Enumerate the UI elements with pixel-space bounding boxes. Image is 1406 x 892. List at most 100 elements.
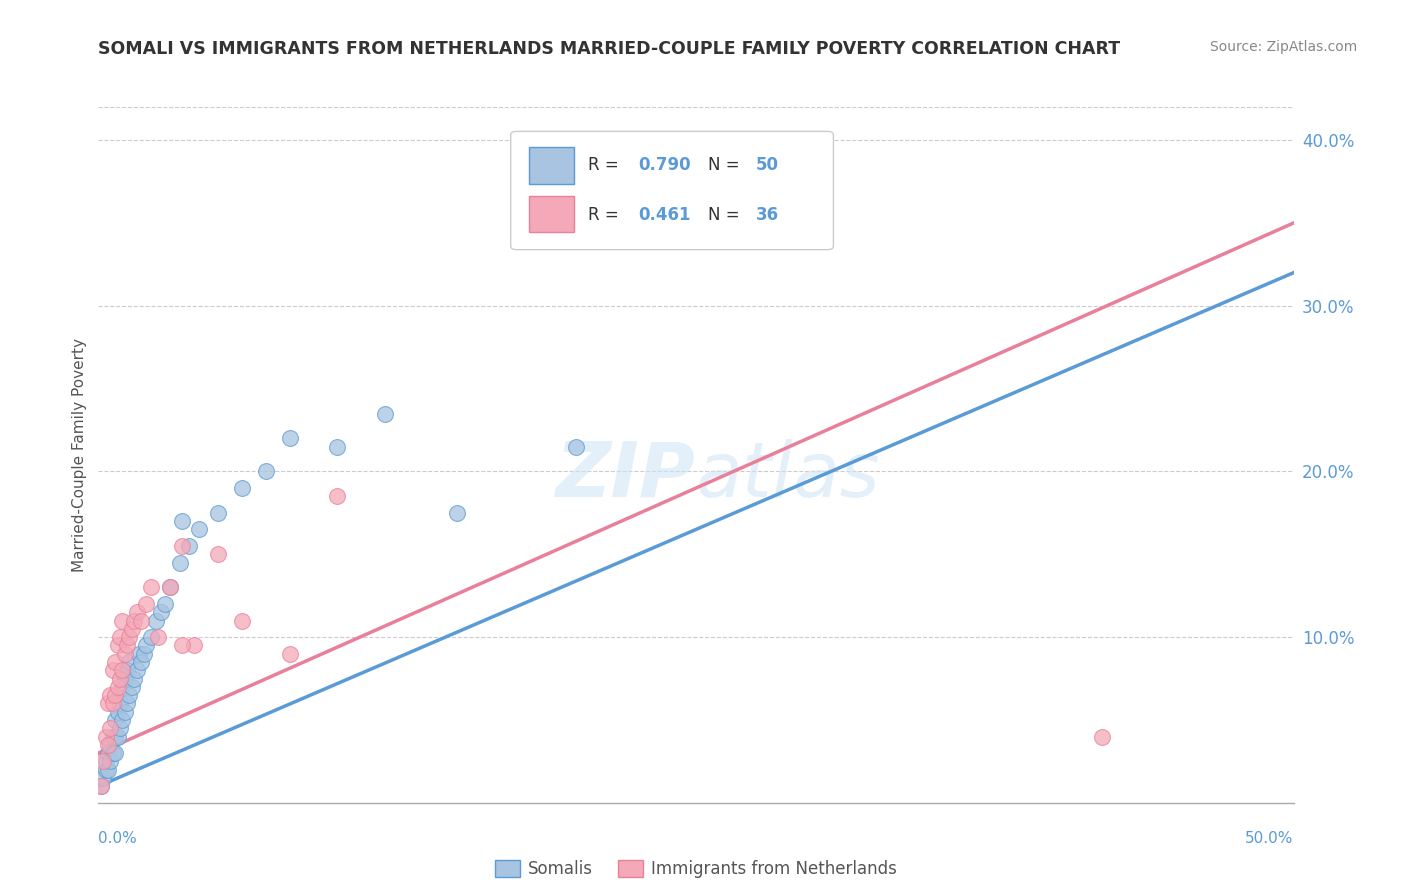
Point xyxy=(108,721,131,735)
Point xyxy=(111,663,134,677)
Point xyxy=(91,755,114,769)
FancyBboxPatch shape xyxy=(529,147,574,184)
Text: atlas: atlas xyxy=(696,439,880,513)
Point xyxy=(121,680,143,694)
Point xyxy=(107,730,129,744)
Point xyxy=(115,697,138,711)
Point xyxy=(108,672,131,686)
Point xyxy=(135,639,157,653)
FancyBboxPatch shape xyxy=(529,196,574,232)
Text: 50: 50 xyxy=(756,156,779,174)
Text: N =: N = xyxy=(709,156,745,174)
Text: 0.0%: 0.0% xyxy=(98,831,138,846)
Point xyxy=(107,639,129,653)
Point xyxy=(115,639,138,653)
Text: R =: R = xyxy=(588,206,624,224)
Text: 0.790: 0.790 xyxy=(638,156,692,174)
Point xyxy=(111,614,134,628)
Point xyxy=(121,622,143,636)
Point xyxy=(98,755,122,769)
Point xyxy=(187,523,209,537)
Point xyxy=(128,647,150,661)
Point xyxy=(108,630,131,644)
Point xyxy=(254,465,277,479)
Point xyxy=(94,730,117,744)
Point xyxy=(131,655,153,669)
Point xyxy=(804,233,827,247)
Text: SOMALI VS IMMIGRANTS FROM NETHERLANDS MARRIED-COUPLE FAMILY POVERTY CORRELATION : SOMALI VS IMMIGRANTS FROM NETHERLANDS MA… xyxy=(98,40,1121,58)
Point xyxy=(124,672,146,686)
Text: R =: R = xyxy=(588,156,624,174)
Point xyxy=(326,440,349,454)
Point xyxy=(125,605,148,619)
Text: 36: 36 xyxy=(756,206,779,224)
Point xyxy=(115,663,138,677)
Point xyxy=(101,663,124,677)
Point xyxy=(565,440,588,454)
Point xyxy=(118,630,141,644)
Point xyxy=(231,614,253,628)
Point xyxy=(159,581,181,595)
Point xyxy=(97,697,120,711)
Text: 0.461: 0.461 xyxy=(638,206,692,224)
Point xyxy=(107,705,129,719)
Point xyxy=(97,746,120,760)
Point xyxy=(90,779,112,793)
Point xyxy=(1091,730,1114,744)
Point xyxy=(207,506,229,520)
Point xyxy=(172,639,194,653)
Point xyxy=(104,688,127,702)
Point xyxy=(374,407,396,421)
Point xyxy=(118,688,141,702)
Point xyxy=(149,605,172,619)
Point xyxy=(118,655,141,669)
Point xyxy=(207,547,229,561)
Point xyxy=(104,730,127,744)
Point xyxy=(98,738,122,752)
Point xyxy=(107,680,129,694)
Point xyxy=(114,672,136,686)
Text: ZIP: ZIP xyxy=(557,439,696,513)
Point xyxy=(326,489,349,503)
Point xyxy=(111,713,134,727)
FancyBboxPatch shape xyxy=(510,131,834,250)
Y-axis label: Married-Couple Family Poverty: Married-Couple Family Poverty xyxy=(72,338,87,572)
Point xyxy=(131,614,153,628)
Point xyxy=(104,746,127,760)
Point xyxy=(101,730,124,744)
Point xyxy=(114,647,136,661)
Point xyxy=(183,639,205,653)
Point xyxy=(132,647,155,661)
Point xyxy=(278,647,301,661)
Point xyxy=(125,663,148,677)
Point xyxy=(124,614,146,628)
Point xyxy=(231,481,253,495)
Point xyxy=(104,655,127,669)
Point xyxy=(108,697,131,711)
Point xyxy=(101,746,124,760)
Point xyxy=(104,713,127,727)
Point xyxy=(172,514,194,528)
Point xyxy=(91,771,114,785)
Point xyxy=(97,763,120,777)
Point xyxy=(98,688,122,702)
Point xyxy=(101,697,124,711)
Point xyxy=(97,738,120,752)
Point xyxy=(179,539,201,553)
Point xyxy=(94,755,117,769)
Point xyxy=(148,630,170,644)
Text: Source: ZipAtlas.com: Source: ZipAtlas.com xyxy=(1209,40,1357,54)
Point xyxy=(172,539,194,553)
Point xyxy=(135,597,157,611)
Point xyxy=(145,614,167,628)
Point xyxy=(111,680,134,694)
Text: 50.0%: 50.0% xyxy=(1246,831,1294,846)
Point xyxy=(90,779,112,793)
Point xyxy=(155,597,177,611)
Point xyxy=(446,506,468,520)
Point xyxy=(169,556,191,570)
Legend: Somalis, Immigrants from Netherlands: Somalis, Immigrants from Netherlands xyxy=(488,854,904,885)
Point xyxy=(159,581,181,595)
Point xyxy=(114,705,136,719)
Point xyxy=(278,431,301,445)
